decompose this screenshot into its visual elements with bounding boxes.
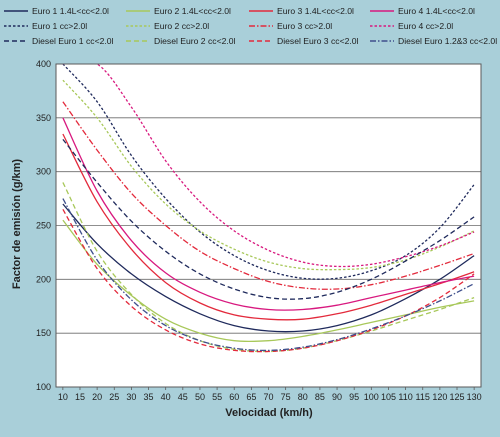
legend-entry-4: Euro 4 1.4L<cc<2.0l [370, 4, 475, 18]
legend-label: Euro 1 cc>2.0l [32, 21, 88, 31]
x-tick-label: 15 [75, 392, 85, 402]
series-line-9 [62, 138, 475, 300]
x-tick-label: 55 [212, 392, 222, 402]
series-line-7 [62, 101, 475, 290]
y-tick-label: 200 [36, 274, 51, 284]
series-line-6 [62, 79, 475, 271]
x-tick-label: 130 [467, 392, 482, 402]
legend-swatch [4, 25, 28, 27]
legend-entry-7: Euro 3 cc>2.0l [249, 19, 332, 33]
x-tick-label: 10 [58, 392, 68, 402]
legend-entry-6: Euro 2 cc>2.0l [126, 19, 209, 33]
y-tick-label: 150 [36, 328, 51, 338]
x-tick-label: 45 [178, 392, 188, 402]
x-tick-label: 20 [92, 392, 102, 402]
legend-label: Euro 2 1.4L<cc<2.0l [154, 6, 231, 16]
legend-entry-10: Diesel Euro 2 cc<2.0l [126, 34, 235, 48]
legend-swatch [249, 25, 273, 27]
legend-swatch [126, 40, 150, 42]
legend-swatch [249, 10, 273, 12]
legend-entry-11: Diesel Euro 3 cc<2.0l [249, 34, 358, 48]
x-tick-label: 100 [364, 392, 379, 402]
y-tick-label: 350 [36, 113, 51, 123]
legend-label: Diesel Euro 2 cc<2.0l [154, 36, 236, 46]
x-tick-label: 120 [432, 392, 447, 402]
legend-swatch [370, 10, 394, 12]
x-tick-label: 110 [398, 392, 412, 402]
x-tick-label: 35 [144, 392, 154, 402]
legend-entry-1: Euro 1 1.4L<cc<2.0l [4, 4, 109, 18]
legend-swatch [370, 40, 394, 42]
y-tick-label: 300 [36, 167, 51, 177]
legend-swatch [4, 40, 28, 42]
y-axis-label: Factor de emisión (g/km) [11, 159, 23, 290]
legend-label: Euro 1 1.4L<cc<2.0l [32, 6, 109, 16]
x-tick-label: 25 [109, 392, 119, 402]
x-tick-label: 50 [195, 392, 205, 402]
plot-border [55, 63, 482, 388]
x-tick-label: 105 [381, 392, 396, 402]
legend-entry-3: Euro 3 1.4L<cc<2.0l [249, 4, 354, 18]
x-tick-label: 90 [332, 392, 342, 402]
x-tick-label: 40 [161, 392, 171, 402]
legend-swatch [126, 10, 150, 12]
series-line-12 [62, 198, 475, 352]
legend-swatch [4, 10, 28, 12]
legend-entry-5: Euro 1 cc>2.0l [4, 19, 87, 33]
legend-swatch [249, 40, 273, 42]
y-tick-label: 400 [36, 59, 51, 69]
x-tick-label: 95 [349, 392, 359, 402]
series-line-3 [62, 133, 475, 321]
series-line-4 [62, 117, 475, 311]
chart-legend: Euro 1 1.4L<cc<2.0l Euro 2 1.4L<cc<2.0l Eu… [4, 4, 498, 48]
legend-swatch [370, 25, 394, 27]
series-group [62, 64, 475, 353]
legend-label: Euro 4 1.4L<cc<2.0l [398, 6, 475, 16]
legend-label: Euro 3 1.4L<cc<2.0l [277, 6, 354, 16]
legend-swatch [126, 25, 150, 27]
x-tick-label: 80 [298, 392, 308, 402]
x-tick-label: 65 [246, 392, 256, 402]
series-line-8 [62, 64, 475, 268]
series-line-1 [62, 203, 475, 333]
y-tick-label: 100 [36, 382, 51, 392]
x-axis-label: Velocidad (km/h) [225, 407, 313, 419]
legend-entry-12: Diesel Euro 1.2&3 cc<2.0l [370, 34, 497, 48]
legend-label: Euro 2 cc>2.0l [154, 21, 210, 31]
x-tick-label: 125 [449, 392, 464, 402]
legend-entry-8: Euro 4 cc>2.0l [370, 19, 453, 33]
legend-label: Euro 4 cc>2.0l [398, 21, 454, 31]
legend-label: Euro 3 cc>2.0l [277, 21, 333, 31]
legend-label: Diesel Euro 1.2&3 cc<2.0l [398, 36, 498, 46]
x-tick-label: 70 [263, 392, 273, 402]
legend-entry-9: Diesel Euro 1 cc<2.0l [4, 34, 113, 48]
x-tick-label: 85 [315, 392, 325, 402]
series-line-5 [62, 64, 475, 280]
legend-label: Diesel Euro 3 cc<2.0l [277, 36, 359, 46]
x-tick-label: 115 [416, 392, 430, 402]
y-tick-label: 250 [36, 221, 51, 231]
legend-label: Diesel Euro 1 cc<2.0l [32, 36, 114, 46]
x-tick-label: 60 [229, 392, 239, 402]
series-line-2 [62, 219, 475, 343]
x-tick-label: 30 [126, 392, 136, 402]
x-tick-label: 75 [281, 392, 291, 402]
legend-entry-2: Euro 2 1.4L<cc<2.0l [126, 4, 231, 18]
series-line-10 [62, 182, 475, 353]
